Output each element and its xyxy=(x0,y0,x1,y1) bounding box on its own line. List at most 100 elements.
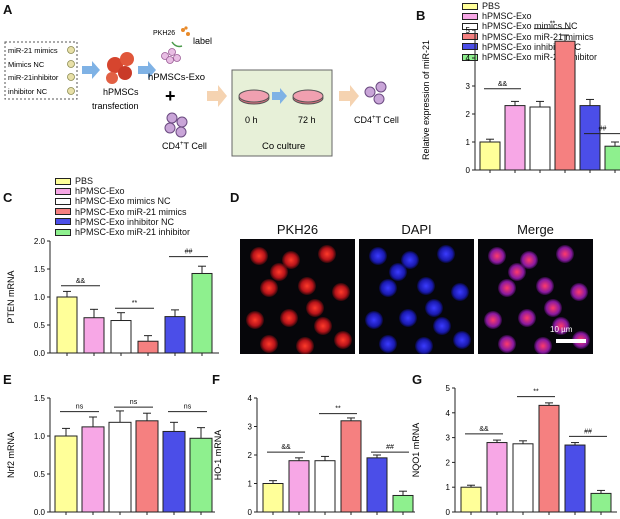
legend-entry: hPMSC-Exo inhibitor NC xyxy=(55,217,190,227)
legend-c: PBS hPMSC-Exo hPMSC-Exo mimics NC hPMSC-… xyxy=(55,176,190,237)
y-tick-label: 1.0 xyxy=(34,432,46,441)
legend-entry: hPMSC-Exo inhibitor NC xyxy=(462,42,597,52)
legend-text: hPMSC-Exo inhibitor NC xyxy=(482,41,582,52)
y-tick-label: 1.5 xyxy=(34,394,46,403)
cell-dot xyxy=(536,277,554,295)
bar xyxy=(504,105,526,171)
cd4-label: CD4+T Cell xyxy=(162,141,207,151)
legend-entry: hPMSC-Exo mimics NC xyxy=(462,21,597,31)
y-axis-label: PTEN mRNA xyxy=(6,270,16,323)
label-word: label xyxy=(193,36,212,46)
panel-label-d: D xyxy=(230,190,240,205)
oligo-box xyxy=(4,41,78,100)
significance-label: ** xyxy=(550,21,556,28)
y-tick-label: 1 xyxy=(446,483,451,492)
coculture-box xyxy=(231,69,333,157)
cell-dot xyxy=(314,317,332,335)
petri-dish-icon xyxy=(238,89,270,105)
legend-swatch xyxy=(55,197,71,205)
y-tick-label: 0 xyxy=(466,166,471,175)
significance-label: && xyxy=(281,444,291,451)
significance-label: && xyxy=(498,81,508,88)
cell-dot xyxy=(433,317,451,335)
arrow-icon xyxy=(138,61,156,79)
significance-label: ns xyxy=(130,399,138,406)
hpmsc-cells-icon xyxy=(106,52,134,84)
bar xyxy=(191,272,213,354)
chart-miR21: 0 1 2 3 4 5 Relative expression of miR-21 && ** #… xyxy=(421,21,620,175)
oligo-item: miR-21inhibitor xyxy=(8,73,59,82)
cell-dot xyxy=(334,331,352,349)
significance-label: ## xyxy=(584,428,592,435)
bar xyxy=(486,442,508,513)
y-tick-label: 2 xyxy=(466,110,471,119)
bar xyxy=(538,404,560,513)
cd4-out-label: CD4+T Cell xyxy=(354,115,399,125)
significance-label: ## xyxy=(386,444,394,451)
significance-label: ** xyxy=(132,300,138,307)
cell-dot xyxy=(552,317,570,335)
chart-nqo1: 0 1 2 3 4 5 NQO1 mRNA && ** ## xyxy=(411,384,617,517)
plus-sign: + xyxy=(165,86,176,106)
legend-entry: hPMSC-Exo miR-21 inhibitor xyxy=(55,227,190,237)
y-tick-label: 4 xyxy=(248,394,253,403)
bar xyxy=(54,435,78,513)
bar xyxy=(604,145,620,171)
cell-dot xyxy=(498,279,516,297)
significance-label: ## xyxy=(599,126,607,133)
bar xyxy=(460,486,482,513)
arrow-icon xyxy=(82,61,100,79)
legend-swatch xyxy=(55,208,71,216)
bar xyxy=(340,420,362,513)
timepoint-72h: 72 h xyxy=(298,115,316,125)
coculture-label: Co culture xyxy=(262,141,305,152)
cell-dot xyxy=(534,337,552,354)
legend-entry: hPMSC-Exo miR-21 inhibitor xyxy=(462,52,597,62)
hpmscs-exo-label: hPMSCs-Exo xyxy=(148,72,205,83)
panel-label-a: A xyxy=(3,2,13,17)
cell-dot xyxy=(318,245,336,263)
significance-label: ns xyxy=(184,404,192,411)
legend-swatch xyxy=(462,12,478,20)
significance-label: && xyxy=(76,278,86,285)
y-tick-label: 4 xyxy=(446,409,451,418)
significance-label: ## xyxy=(185,249,193,256)
timepoint-0h: 0 h xyxy=(245,115,258,125)
oligo-item: miR-21 mimics xyxy=(8,46,58,55)
bar xyxy=(314,460,336,513)
scale-bar-label: 10 µm xyxy=(550,325,573,334)
micrograph-pkh26 xyxy=(240,239,355,354)
legend-swatch xyxy=(462,22,478,30)
cell-dot xyxy=(520,251,538,269)
cell-dot xyxy=(544,299,562,317)
significance-label: ** xyxy=(533,389,539,396)
bar xyxy=(83,317,105,354)
y-tick-label: 2 xyxy=(446,458,451,467)
micrograph-dapi xyxy=(359,239,474,354)
bar xyxy=(590,492,612,513)
cell-dot xyxy=(451,283,469,301)
cell-dot xyxy=(280,309,298,327)
legend-swatch xyxy=(55,218,71,226)
panel-label-e: E xyxy=(3,372,12,387)
bar xyxy=(135,420,159,513)
cell-dot xyxy=(518,309,536,327)
y-axis-label: Relative expression of miR-21 xyxy=(421,40,431,160)
cell-dot xyxy=(270,263,288,281)
cell-dot xyxy=(379,335,397,353)
y-tick-label: 1.5 xyxy=(34,265,46,274)
pkh26-label: PKH26 xyxy=(153,30,175,37)
cell-dot xyxy=(365,311,383,329)
legend-entry: hPMSC-Exo miR-21 mimics xyxy=(462,32,597,42)
legend-text: hPMSC-Exo miR-21 mimics xyxy=(75,206,187,217)
bar xyxy=(110,320,132,354)
dye-icon xyxy=(181,26,190,36)
cell-dot xyxy=(453,331,471,349)
cd4-cells-icon xyxy=(164,112,188,138)
legend-swatch xyxy=(55,228,71,236)
cell-dot xyxy=(415,337,433,354)
cell-dot xyxy=(260,279,278,297)
panel-label-b: B xyxy=(416,8,426,23)
legend-text: hPMSC-Exo miR-21 inhibitor xyxy=(75,226,191,237)
cell-dot xyxy=(296,337,314,354)
